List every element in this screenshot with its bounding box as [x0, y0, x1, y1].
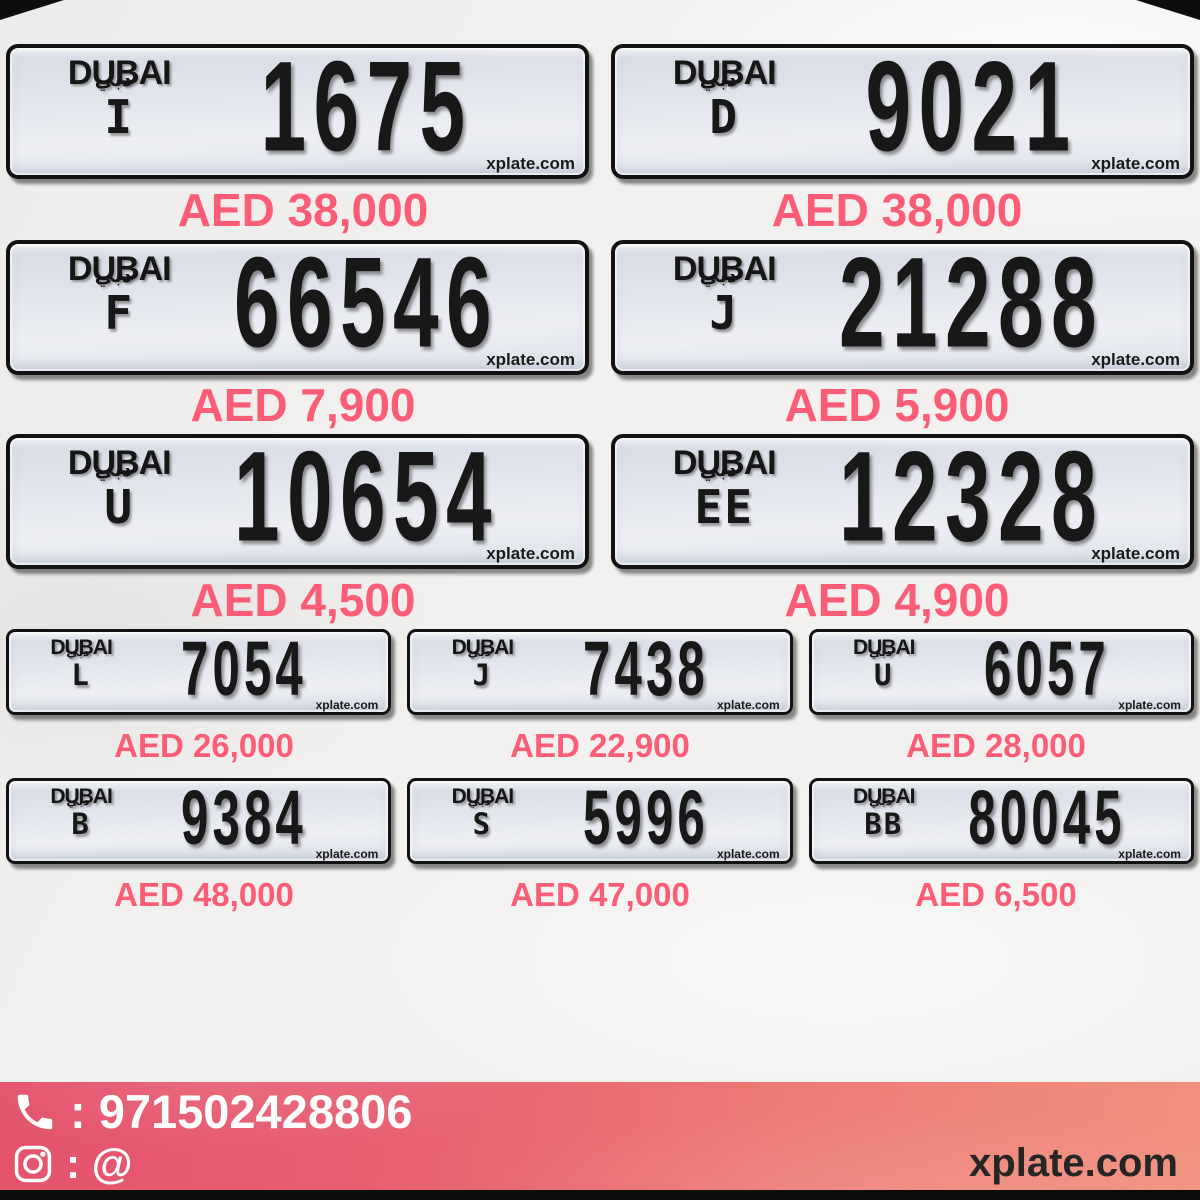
- license-plate: DUBAI دبي U 6057 xplate.com: [808, 625, 1194, 715]
- plate-number: 9021: [865, 35, 1078, 179]
- plate-code: S: [472, 807, 493, 841]
- plate-code: I: [104, 90, 135, 144]
- dubai-logo: DUBAI دبي: [67, 54, 172, 92]
- plate-number: 5996: [582, 774, 709, 860]
- price-row-1: AED 38,000 AED 38,000: [0, 179, 1200, 240]
- plate-watermark: xplate.com: [486, 544, 575, 563]
- plate-number: 66546: [234, 231, 499, 375]
- license-plate: DUBAI دبي I 1675 xplate.com: [6, 35, 589, 179]
- price-label: AED 4,900: [784, 573, 1010, 626]
- plate-code: J: [709, 286, 740, 340]
- plate-number: 9384: [181, 774, 308, 860]
- license-plate: DUBAI دبي U 10654 xplate.com: [6, 425, 589, 569]
- plate-code: EE: [694, 480, 754, 534]
- plate-watermark: xplate.com: [716, 698, 780, 712]
- price-row-5: AED 48,000 AED 47,000 AED 6,500: [0, 863, 1200, 927]
- price-row-3: AED 4,500 AED 4,900: [0, 569, 1200, 630]
- license-plate: DUBAI دبي F 66546 xplate.com: [6, 231, 589, 375]
- plate-number: 6057: [983, 625, 1110, 711]
- plate-code: F: [104, 286, 135, 340]
- price-label: AED 4,500: [190, 573, 416, 626]
- plate-watermark: xplate.com: [1091, 350, 1180, 369]
- price-label: AED 6,500: [915, 876, 1077, 913]
- plate-number: 80045: [968, 774, 1126, 860]
- license-plate: DUBAI دبي BB 80045 xplate.com: [808, 774, 1194, 864]
- price-label: AED 7,900: [190, 378, 416, 431]
- plate-row-4: DUBAI دبي L 7054 xplate.com DUBAI دبي J 74…: [0, 625, 1200, 715]
- price-row-4: AED 26,000 AED 22,900 AED 28,000: [0, 714, 1200, 778]
- corner-accent-top-left: [0, 0, 64, 20]
- plate-number: 10654: [234, 425, 499, 569]
- plate-watermark: xplate.com: [315, 847, 379, 861]
- plate-row-5: DUBAI دبي B 9384 xplate.com DUBAI دبي S 59…: [0, 774, 1200, 864]
- instagram-icon: [14, 1145, 52, 1182]
- phone-icon: [17, 1094, 53, 1130]
- plate-row-2: DUBAI دبي F 66546 xplate.com DUBAI دبي J 2…: [0, 231, 1200, 375]
- plate-number: 1675: [260, 35, 473, 179]
- dubai-logo: DUBAI دبي: [451, 636, 514, 659]
- plate-watermark: xplate.com: [716, 847, 780, 861]
- license-plate: DUBAI دبي J 7438 xplate.com: [407, 625, 793, 715]
- dubai-logo: DUBAI دبي: [852, 785, 915, 808]
- plate-watermark: xplate.com: [1118, 698, 1181, 712]
- plate-watermark: xplate.com: [486, 350, 575, 369]
- contact-block: : 971502428806 : @: [12, 1086, 412, 1187]
- license-plate: DUBAI دبي B 9384 xplate.com: [6, 774, 392, 864]
- plate-watermark: xplate.com: [1091, 154, 1180, 173]
- instagram-handle: : @: [66, 1139, 133, 1187]
- phone-number: : 971502428806: [70, 1085, 413, 1138]
- license-plate: DUBAI دبي S 5996 xplate.com: [407, 774, 793, 864]
- dubai-logo: DUBAI دبي: [672, 250, 777, 288]
- license-plate: DUBAI دبي EE 12328 xplate.com: [611, 425, 1194, 569]
- price-label: AED 26,000: [114, 727, 294, 764]
- dubai-logo: DUBAI دبي: [67, 444, 172, 482]
- plate-code: L: [71, 658, 91, 692]
- dubai-logo: DUBAI دبي: [451, 785, 514, 808]
- price-label: AED 38,000: [177, 183, 429, 236]
- instagram-contact: : @: [12, 1139, 412, 1187]
- price-label: AED 22,900: [510, 727, 690, 764]
- plate-code: U: [873, 658, 894, 692]
- plate-number: 7054: [181, 625, 308, 711]
- plate-watermark: xplate.com: [1091, 544, 1180, 563]
- price-label: AED 38,000: [771, 183, 1023, 236]
- dubai-logo: DUBAI دبي: [50, 636, 112, 659]
- plate-code: B: [71, 807, 91, 841]
- dubai-logo: DUBAI دبي: [672, 54, 777, 92]
- dubai-logo: DUBAI دبي: [67, 250, 172, 288]
- plate-number: 12328: [839, 425, 1104, 569]
- license-plate: DUBAI دبي D 9021 xplate.com: [611, 35, 1194, 179]
- plate-code: U: [104, 480, 135, 534]
- price-row-2: AED 7,900 AED 5,900: [0, 374, 1200, 435]
- dubai-logo: DUBAI دبي: [852, 636, 915, 659]
- plate-watermark: xplate.com: [1118, 847, 1181, 861]
- plate-code: J: [472, 658, 493, 692]
- plate-number: 21288: [839, 231, 1104, 375]
- footer: : 971502428806 : @ xplate.com: [0, 1082, 1200, 1200]
- plate-watermark: xplate.com: [486, 154, 575, 173]
- license-plate: DUBAI دبي L 7054 xplate.com: [6, 625, 392, 715]
- price-label: AED 5,900: [784, 378, 1010, 431]
- phone-contact: : 971502428806: [12, 1086, 412, 1138]
- dubai-logo: DUBAI دبي: [50, 785, 112, 808]
- price-label: AED 48,000: [114, 876, 294, 913]
- price-label: AED 47,000: [510, 876, 690, 913]
- plate-number: 7438: [582, 625, 709, 711]
- license-plate: DUBAI دبي J 21288 xplate.com: [611, 231, 1194, 375]
- plate-code: D: [709, 90, 740, 144]
- corner-accent-top-right: [1136, 0, 1200, 20]
- plate-watermark: xplate.com: [315, 698, 379, 712]
- price-label: AED 28,000: [906, 727, 1086, 764]
- plate-row-3: DUBAI دبي U 10654 xplate.com DUBAI دبي EE …: [0, 425, 1200, 569]
- bottom-border-strip: [0, 1190, 1200, 1200]
- dubai-logo: DUBAI دبي: [672, 444, 777, 482]
- plate-row-1: DUBAI دبي I 1675 xplate.com DUBAI دبي D 90…: [0, 35, 1200, 179]
- brand-wordmark: xplate.com: [969, 1141, 1178, 1185]
- plate-code: BB: [864, 807, 904, 841]
